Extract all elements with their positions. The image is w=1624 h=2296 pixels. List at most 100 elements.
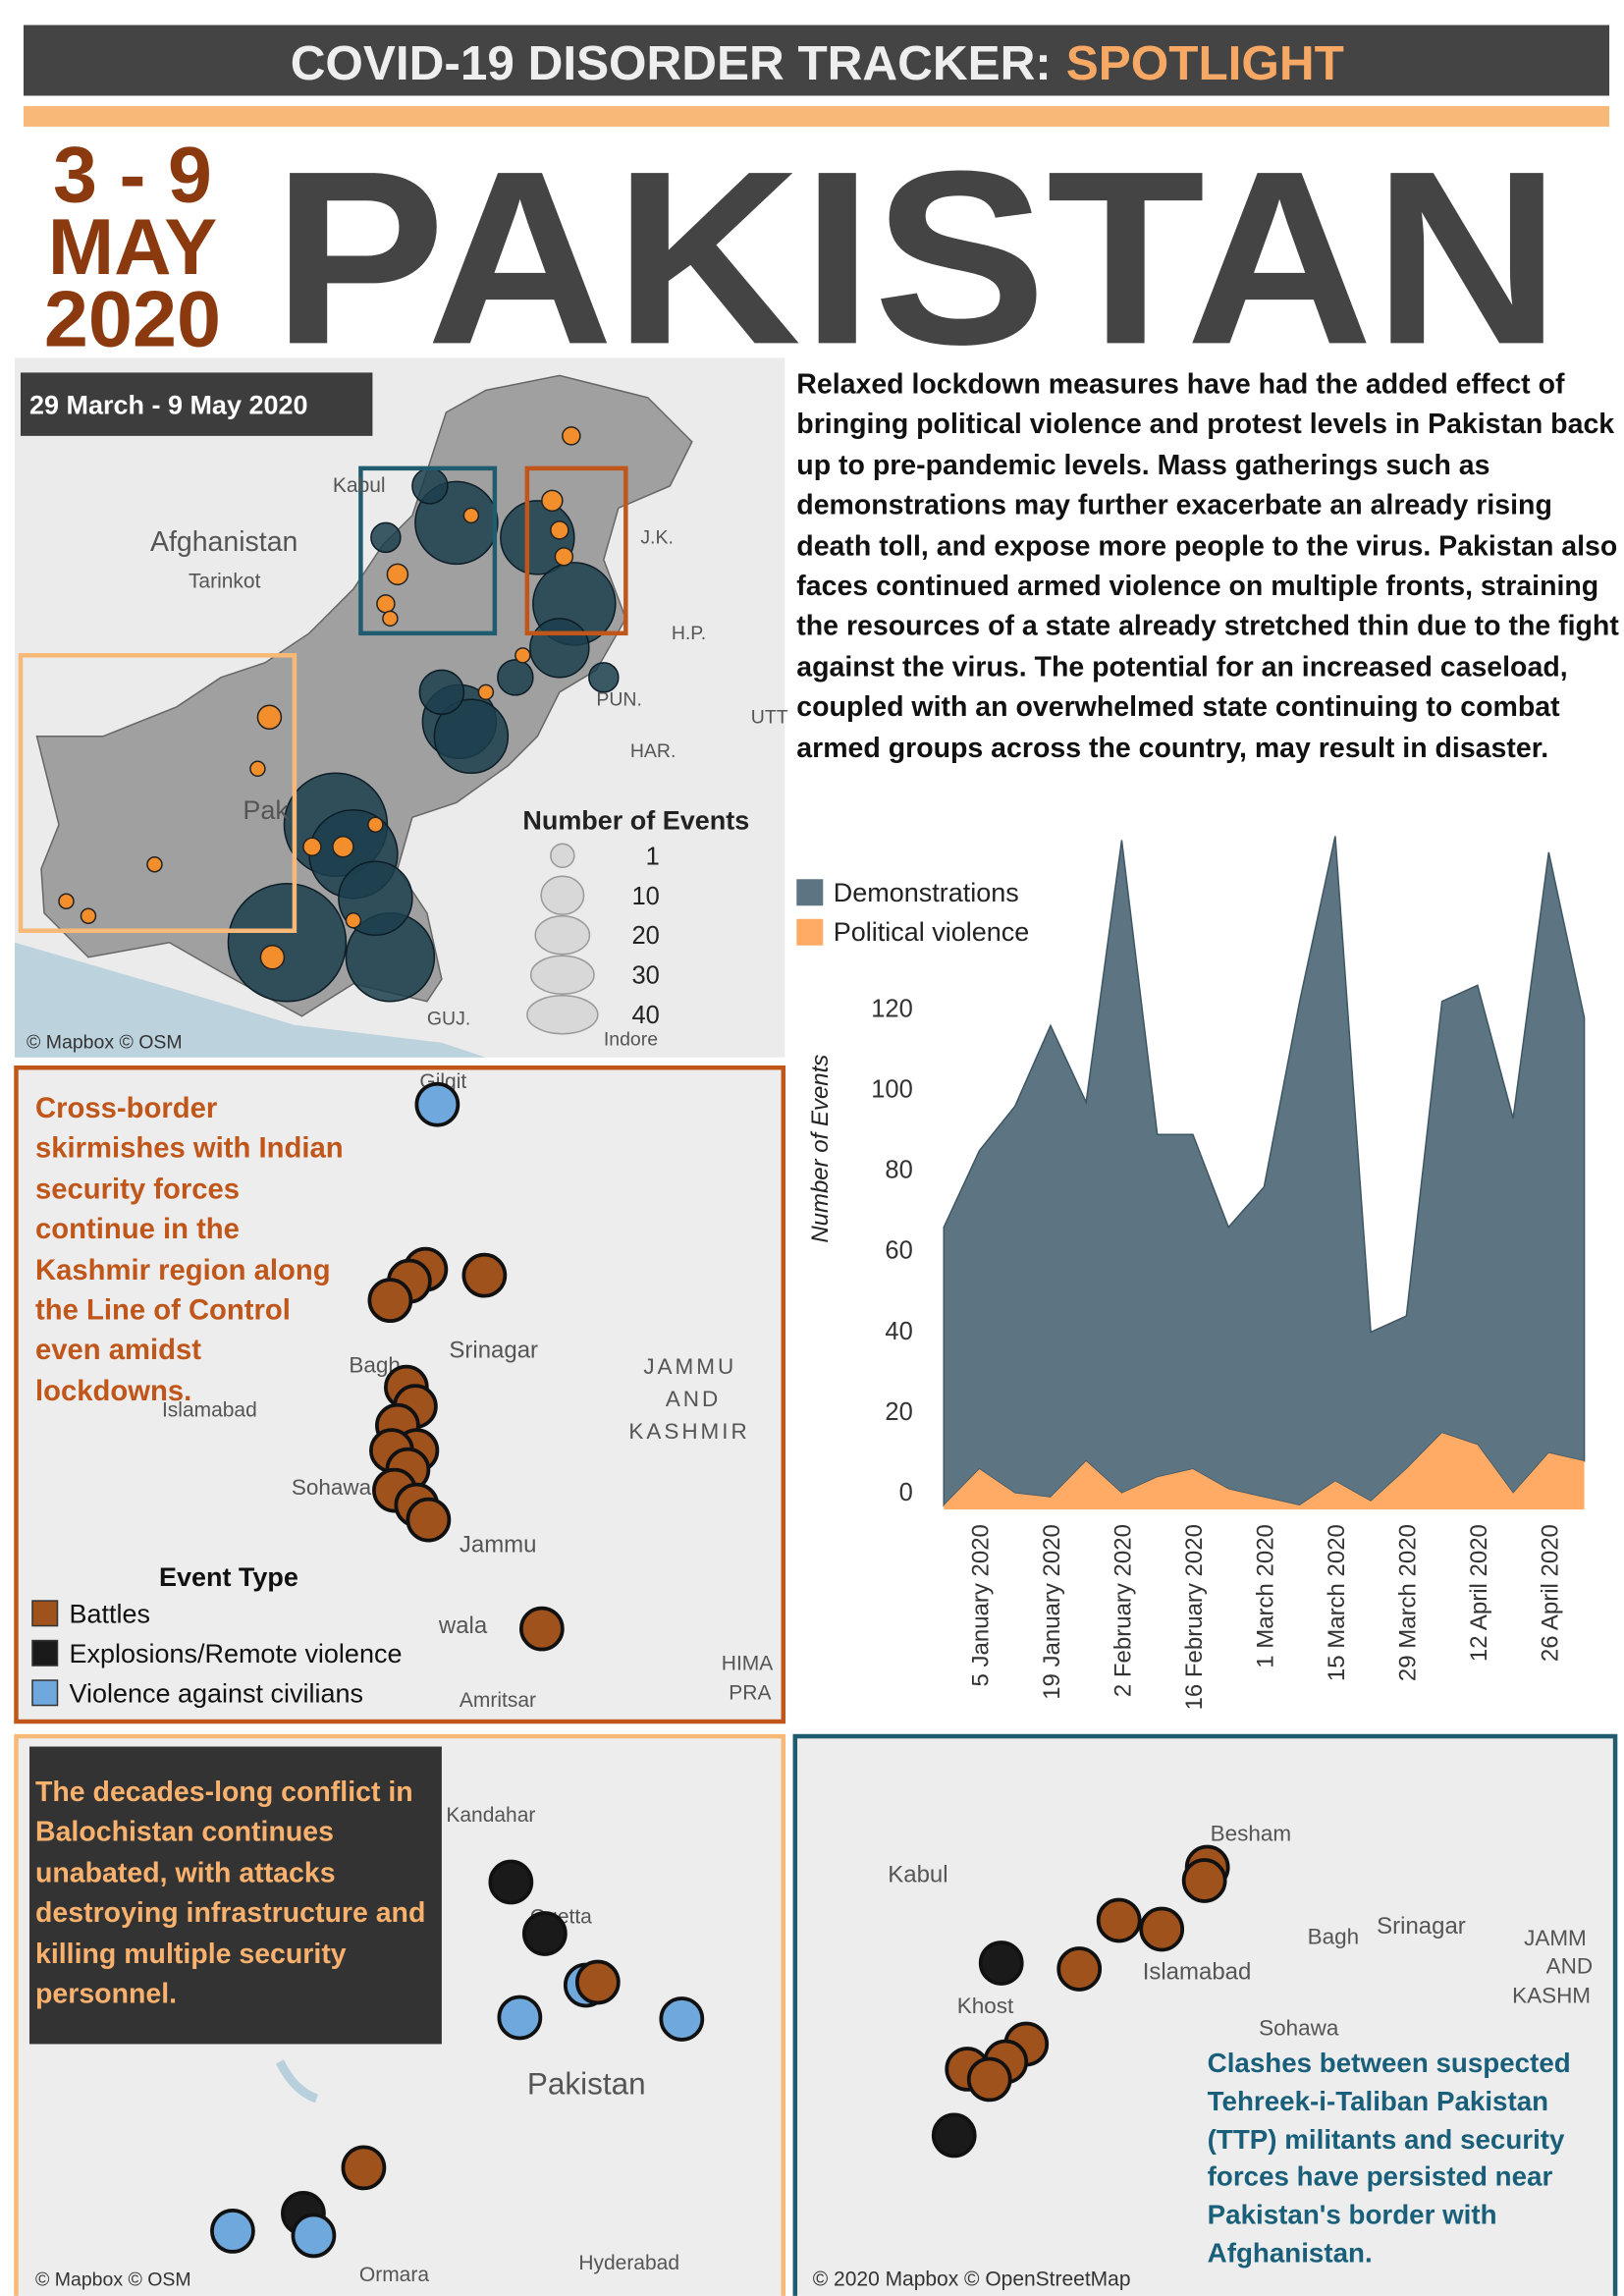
event-dot (302, 837, 322, 857)
place-label: Sohawa (1259, 2015, 1339, 2040)
date-line: 3 - 9 (53, 131, 212, 219)
place-label: HAR. (630, 740, 677, 762)
place-label: HIMA (722, 1653, 773, 1675)
event-dot (978, 1941, 1024, 1986)
place-label: Kabul (888, 1861, 947, 1887)
place-label: Pakistan (527, 2065, 646, 2101)
x-tick-label: 29 March 2020 (1394, 1524, 1421, 1681)
event-dot (1096, 1897, 1142, 1943)
legend-label: Demonstrations (834, 878, 1019, 907)
legend-swatch (31, 1639, 59, 1667)
event-dot (554, 547, 574, 567)
place-label: Islamabad (1143, 1958, 1252, 1985)
legend-label: Political violence (834, 917, 1029, 947)
event-dot (1139, 1906, 1185, 1952)
date-line: 2020 (44, 275, 221, 363)
x-tick-label: 15 March 2020 (1324, 1524, 1350, 1681)
event-dot (1056, 1946, 1103, 1992)
size-legend-title: Number of Events (522, 805, 749, 835)
period: 29 March - 9 May 2020 (29, 390, 308, 419)
legend-title: Event Type (159, 1562, 298, 1592)
event-dot (386, 563, 409, 586)
header: COVID-19 DISORDER TRACKER: SPOTLIGHT (291, 36, 1344, 90)
place-label: Indore (604, 1029, 658, 1051)
header-bar (23, 25, 1610, 96)
event-dot (259, 944, 286, 970)
water (275, 2059, 319, 2104)
area (943, 836, 1586, 1507)
size-legend-label: 10 (631, 883, 659, 910)
event-dot (966, 2056, 1012, 2103)
attribution: © Mapbox © OSM (35, 2269, 191, 2290)
event-dot (521, 1911, 568, 1956)
place-label: Sohawa (292, 1475, 372, 1500)
event-dot (414, 1081, 460, 1127)
place-label: H.P. (672, 623, 706, 644)
event-dot (249, 760, 266, 778)
event-dot (418, 669, 465, 716)
y-tick-label: 40 (885, 1318, 912, 1345)
place-label: PRA (729, 1682, 771, 1705)
event-dot (210, 2209, 255, 2254)
event-dot (514, 647, 531, 664)
place-label: wala (438, 1613, 488, 1639)
event-dot (659, 1996, 705, 2042)
place-label: Besham (1211, 1822, 1291, 1846)
place-label: Pak (243, 795, 289, 825)
size-legend-symbol (534, 915, 591, 956)
size-legend-symbol (526, 994, 599, 1035)
size-legend-label: 30 (631, 962, 659, 990)
caption: Clashes between suspected Tehreek-i-Tali… (1207, 2047, 1571, 2269)
event-dot (376, 594, 396, 614)
place-label: Kandahar (446, 1804, 535, 1827)
event-dot (80, 907, 97, 924)
place-label: Hyderabad (578, 2252, 679, 2274)
size-legend-label: 1 (646, 843, 660, 870)
header-rule (23, 105, 1610, 127)
map-panel (792, 1733, 1618, 2296)
place-label: GUJ. (427, 1009, 470, 1030)
inset-frame (18, 653, 298, 933)
y-tick-label: 80 (885, 1157, 912, 1184)
legend-swatch (796, 918, 824, 946)
caption: Cross-border skirmishes with Indian secu… (34, 1092, 344, 1408)
y-tick-label: 20 (885, 1398, 912, 1426)
caption: The decades-long conflict in Balochistan… (34, 1777, 426, 2011)
y-tick-label: 0 (899, 1479, 913, 1506)
legend-label: Battles (69, 1600, 150, 1629)
event-dot (291, 2213, 337, 2259)
event-dot (574, 1959, 621, 2005)
attribution: © 2020 Mapbox © OpenStreetMap (813, 2268, 1131, 2290)
place-label: UTT (751, 706, 788, 728)
place-label: Tarinkot (189, 570, 261, 592)
place-label: Srinagar (449, 1338, 538, 1364)
legend-swatch (796, 879, 824, 906)
event-dot (256, 704, 283, 731)
event-dot (931, 2112, 977, 2159)
place-label: Jammu (460, 1532, 537, 1558)
country-title: PAKISTAN (272, 120, 1560, 396)
caption-box (28, 1746, 442, 2045)
place-label: Srinagar (1377, 1913, 1466, 1940)
y-tick-label: 120 (871, 995, 913, 1022)
place-label: KASHM (1512, 1983, 1591, 2007)
x-tick-label: 16 February 2020 (1181, 1524, 1208, 1710)
period-box (20, 372, 373, 436)
place-label: Ormara (359, 2264, 429, 2286)
header-highlight: SPOTLIGHT (1066, 36, 1344, 90)
place-label: AND (666, 1387, 721, 1411)
event-dot (146, 856, 163, 873)
date-line: MAY (48, 203, 218, 292)
event-dot (367, 1278, 413, 1324)
event-dot (462, 507, 480, 524)
place-label: Kabul (333, 474, 386, 497)
legend-label: Explosions/Remote violence (69, 1639, 402, 1668)
area (944, 1433, 1585, 1510)
x-tick-label: 19 January 2020 (1039, 1524, 1065, 1700)
place-label: Afghanistan (150, 526, 298, 558)
place-label: PUN. (596, 688, 642, 710)
event-dot (518, 1606, 565, 1652)
legend-swatch (31, 1600, 59, 1627)
x-tick-label: 12 April 2020 (1466, 1524, 1492, 1662)
